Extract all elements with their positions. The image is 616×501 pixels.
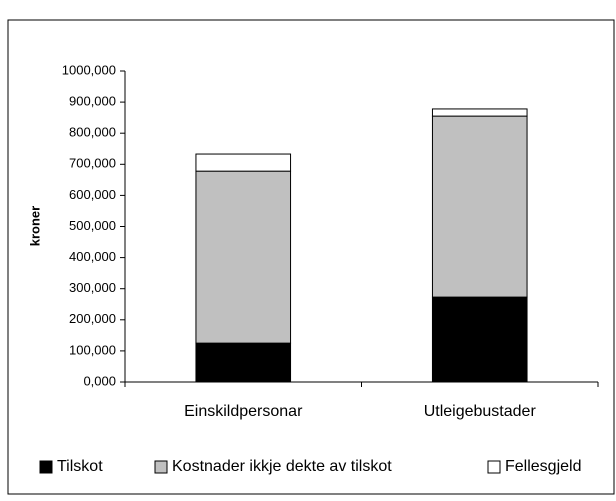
y-axis-label: kroner bbox=[27, 206, 42, 246]
y-tick-label: 1000,000 bbox=[62, 62, 116, 77]
x-tick-label: Einskildpersonar bbox=[184, 403, 303, 420]
bar-segment bbox=[431, 115, 528, 298]
legend-swatch bbox=[154, 460, 168, 474]
y-tick-label: 200,000 bbox=[69, 311, 116, 326]
y-tick-label: 600,000 bbox=[69, 187, 116, 202]
legend-swatch bbox=[39, 460, 53, 474]
y-tick-label: 500,000 bbox=[69, 218, 116, 233]
bar-segment bbox=[431, 108, 528, 117]
bar-segment bbox=[431, 296, 528, 383]
y-tick-label: 700,000 bbox=[69, 156, 116, 171]
y-tick-label: 900,000 bbox=[69, 94, 116, 109]
y-tick-label: 400,000 bbox=[69, 249, 116, 264]
x-tick-label: Utleigebustader bbox=[424, 403, 537, 420]
bar-segment bbox=[195, 170, 292, 344]
chart-frame bbox=[7, 19, 615, 495]
bar-segment bbox=[195, 153, 292, 172]
legend-label: Kostnader ikkje dekte av tilskot bbox=[172, 458, 392, 475]
legend-swatch bbox=[487, 460, 501, 474]
y-tick-label: 300,000 bbox=[69, 280, 116, 295]
y-tick-label: 100,000 bbox=[69, 342, 116, 357]
y-tick-label: 0,000 bbox=[83, 373, 116, 388]
legend-label: Tilskot bbox=[57, 458, 103, 475]
y-tick-label: 800,000 bbox=[69, 125, 116, 140]
legend-label: Fellesgjeld bbox=[505, 458, 581, 475]
bar-segment bbox=[195, 342, 292, 383]
